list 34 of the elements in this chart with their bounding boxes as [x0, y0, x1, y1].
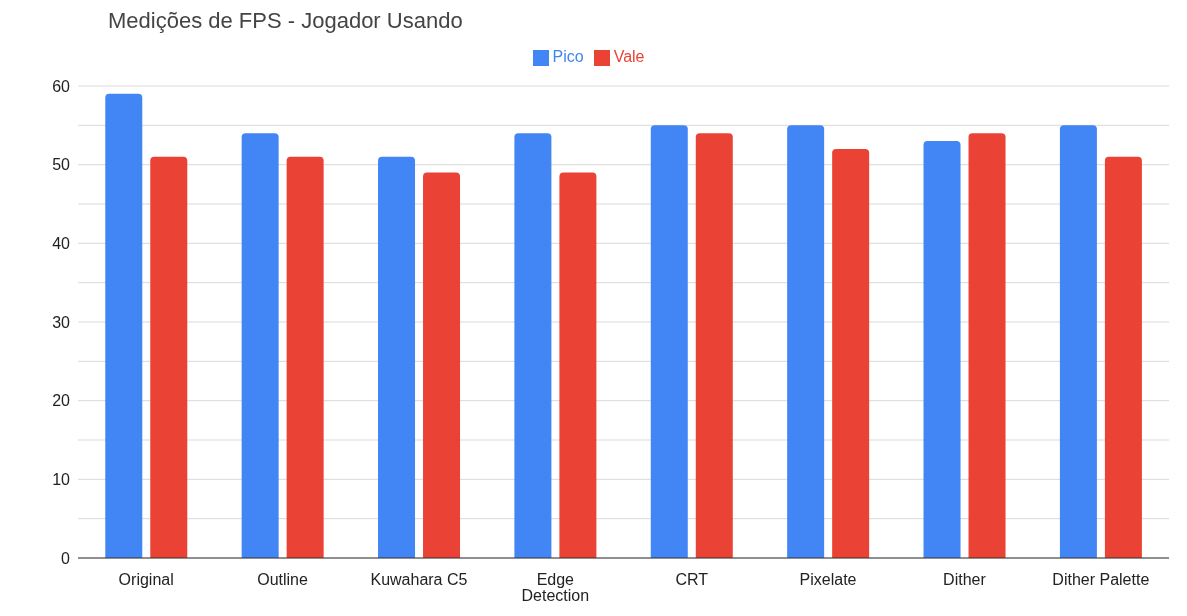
x-tick-label: Original	[118, 571, 174, 589]
bar	[241, 133, 279, 558]
bar	[514, 133, 552, 558]
y-tick-label: 30	[52, 313, 71, 331]
bar	[150, 156, 188, 558]
bar	[832, 148, 870, 558]
y-tick-label: 0	[61, 549, 71, 567]
y-tick-label: 10	[52, 471, 71, 489]
x-tick-label: Edge Detection	[521, 571, 590, 605]
x-tick-label: Outline	[257, 571, 309, 589]
x-tick-label: Kuwahara C5	[370, 571, 468, 589]
x-tick-label: Dither	[943, 571, 987, 589]
bar	[286, 156, 324, 558]
legend-label: Vale	[613, 48, 645, 65]
y-tick-label: 40	[52, 235, 71, 253]
bar	[1104, 156, 1142, 558]
bar	[923, 141, 961, 558]
legend-label: Pico	[552, 48, 584, 65]
chart-title: Medições de FPS - Jogador Usando	[107, 8, 464, 35]
bar	[559, 172, 597, 558]
bar	[1059, 125, 1097, 558]
x-tick-label: CRT	[675, 571, 709, 589]
bar	[105, 93, 143, 558]
bar	[650, 125, 688, 558]
y-tick-label: 50	[52, 156, 71, 174]
x-tick-label: Dither Palette	[1052, 571, 1150, 589]
bar	[423, 172, 461, 558]
bar	[695, 133, 733, 558]
bar	[787, 125, 825, 558]
y-tick-label: 20	[52, 392, 71, 410]
x-tick-label: Pixelate	[799, 571, 857, 589]
bar	[968, 133, 1006, 558]
y-tick-label: 60	[52, 77, 71, 95]
bar	[378, 156, 416, 558]
